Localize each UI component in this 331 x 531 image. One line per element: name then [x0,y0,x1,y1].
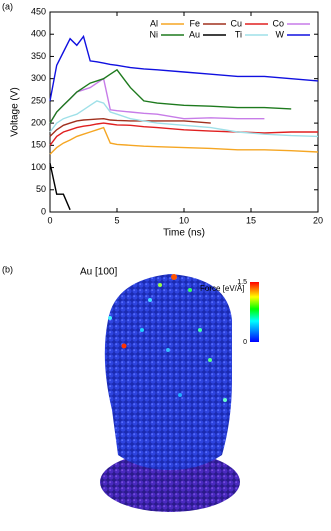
legend-label: Fe [189,18,200,28]
series-line [49,117,211,137]
x-tick-label: 5 [114,215,119,225]
y-tick-label: 400 [31,29,46,39]
colorbar [250,282,259,342]
x-tick-label: 20 [313,215,323,225]
panel-label: (b) [2,264,13,274]
y-tick-label: 250 [31,95,46,105]
legend-label: Au [189,29,200,39]
y-tick-label: 450 [31,6,46,16]
image-title: Au [100] [80,267,117,278]
series-line [49,68,292,124]
series-line [49,77,265,124]
series-line [49,162,71,211]
y-tick-label: 0 [41,206,46,216]
colorbar-tick-label: 0 [243,339,247,346]
y-tick-label: 200 [31,117,46,127]
series-line [49,34,319,102]
colorbar-title: Force [eV/Å] [200,284,244,293]
series-line [49,100,319,138]
legend-label: W [276,29,285,39]
y-tick-label: 300 [31,73,46,83]
legend-label: Ni [150,29,159,39]
y-axis-label: Voltage (V) [10,87,21,136]
y-tick-label: 150 [31,140,46,150]
x-tick-label: 15 [246,215,256,225]
x-tick-label: 10 [179,215,189,225]
legend-label: Cu [230,18,242,28]
plot-frame [49,11,319,213]
y-tick-label: 350 [31,51,46,61]
plot: 0 50 100 150 200 250 300 350 400 450 0 5 10 15 20 Time … [10,6,323,238]
y-tick-label: 100 [31,162,46,172]
legend-label: Co [272,18,284,28]
x-tick-label: 0 [47,215,52,225]
colorbar-tick-label: 1.5 [237,279,247,286]
panel-label: (a) [2,1,13,11]
series-line [49,126,319,155]
y-tick-label: 50 [36,184,46,194]
nanotip-image [100,274,240,512]
legend-label: Al [150,18,158,28]
colorbar-ticks: 1.50 [237,279,247,346]
x-axis-label: Time (ns) [163,228,205,239]
legend-label: Ti [235,29,242,39]
